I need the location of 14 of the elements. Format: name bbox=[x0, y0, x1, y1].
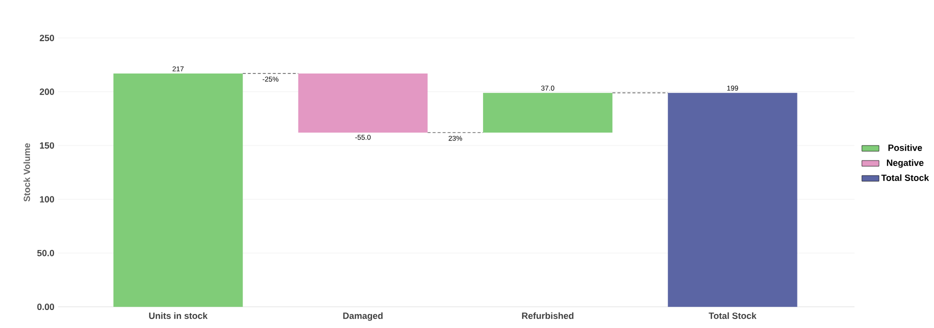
legend-label: Total Stock bbox=[881, 174, 930, 182]
y-tick-label: 200 bbox=[40, 88, 54, 96]
y-tick-label: 50.0 bbox=[37, 250, 54, 256]
y-tick-label: 250 bbox=[40, 34, 54, 42]
x-tick-label: Total Stock bbox=[708, 312, 756, 320]
x-tick-label: Damaged bbox=[343, 312, 383, 321]
legend-label: Negative bbox=[886, 159, 924, 168]
legend-label: Positive bbox=[888, 144, 922, 152]
y-tick-label: 150 bbox=[40, 142, 54, 149]
x-tick-label: Refurbished bbox=[522, 312, 574, 320]
y-tick-label: 100 bbox=[40, 196, 54, 203]
y-tick-label: 0.00 bbox=[37, 304, 54, 310]
y-axis-title: Stock Volume bbox=[23, 143, 30, 202]
x-tick-label: Units in stock bbox=[149, 312, 208, 320]
